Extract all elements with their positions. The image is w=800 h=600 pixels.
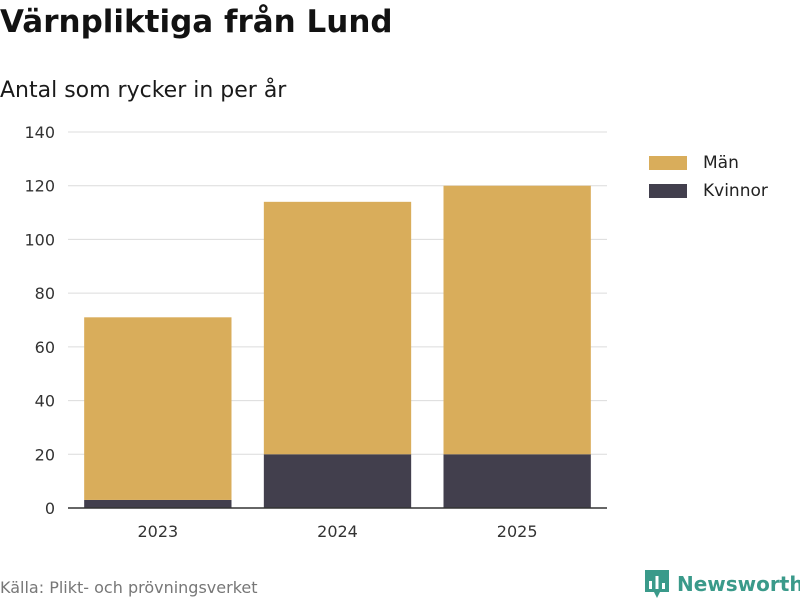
y-tick-label-60: 60 <box>35 338 55 357</box>
x-tick-label-2023: 2023 <box>137 522 178 541</box>
legend-item-kvinnor: Kvinnor <box>649 177 768 205</box>
bar-man-2025 <box>443 185 591 455</box>
legend-swatch-man <box>649 156 687 170</box>
x-tick-label-2025: 2025 <box>497 522 538 541</box>
chart-title: Värnpliktiga från Lund <box>0 4 393 40</box>
y-tick-label-80: 80 <box>35 284 55 303</box>
chart-subtitle: Antal som rycker in per år <box>0 78 287 103</box>
y-tick-label-0: 0 <box>45 499 55 518</box>
y-tick-label-40: 40 <box>35 392 55 411</box>
legend-label-kvinnor: Kvinnor <box>703 181 768 201</box>
y-tick-label-120: 120 <box>24 177 55 196</box>
bar-man-2023 <box>84 317 232 500</box>
legend-swatch-kvinnor <box>649 184 687 198</box>
bar-kvinnor-2023 <box>84 499 232 508</box>
bar-kvinnor-2024 <box>263 454 412 508</box>
source-note: Källa: Plikt- och prövningsverket <box>0 578 258 597</box>
brand-name: Newsworthy <box>677 572 800 596</box>
y-tick-label-140: 140 <box>24 123 55 142</box>
bar-kvinnor-2025 <box>443 454 591 508</box>
y-tick-label-20: 20 <box>35 445 55 464</box>
x-tick-label-2024: 2024 <box>317 522 358 541</box>
bar-man-2024 <box>263 201 412 455</box>
legend-item-man: Män <box>649 149 768 177</box>
brand-logo[interactable]: Newsworthy <box>645 570 800 598</box>
newsworthy-logo-icon <box>645 570 669 598</box>
y-tick-label-100: 100 <box>24 230 55 249</box>
legend: Män Kvinnor <box>649 149 768 205</box>
legend-label-man: Män <box>703 153 739 173</box>
